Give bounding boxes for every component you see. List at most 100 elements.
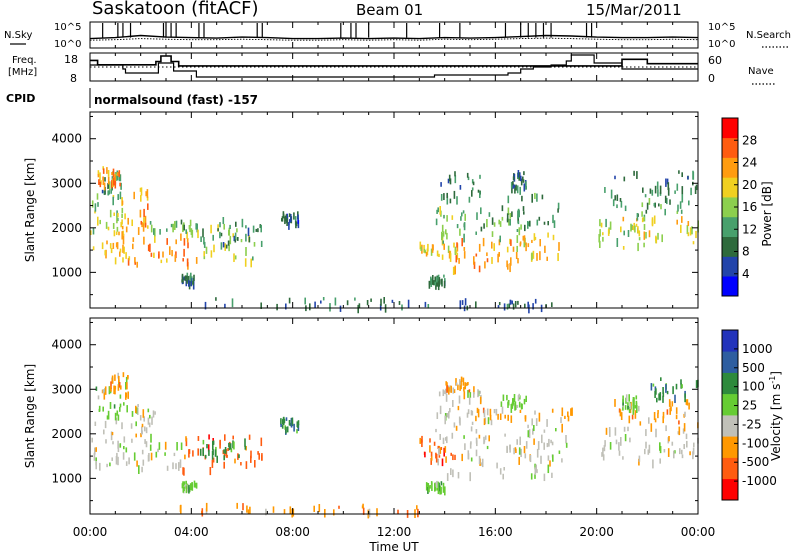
power-cell bbox=[441, 254, 444, 260]
power-cell bbox=[260, 224, 262, 233]
velocity-cell bbox=[652, 383, 655, 387]
power-cell bbox=[665, 178, 667, 187]
colorbar-swatch bbox=[722, 137, 738, 158]
velocity-cell bbox=[507, 414, 509, 421]
velocity-cell bbox=[250, 455, 252, 463]
power-cell bbox=[140, 220, 143, 225]
velocity-cell bbox=[121, 422, 123, 430]
colorbar-tick-label: 500 bbox=[742, 361, 765, 375]
power-cell bbox=[227, 240, 230, 246]
power-cell bbox=[452, 266, 455, 275]
power-cell bbox=[108, 190, 111, 195]
power-cell bbox=[99, 219, 101, 225]
velocity-cell bbox=[242, 503, 244, 511]
velocity-cell bbox=[659, 392, 662, 401]
power-cell bbox=[174, 221, 176, 230]
power-cell bbox=[524, 224, 526, 232]
velocity-cell bbox=[605, 427, 608, 435]
power-cell bbox=[687, 232, 690, 237]
velocity-cell bbox=[609, 429, 611, 437]
power-cell bbox=[471, 179, 474, 184]
power-cell bbox=[94, 210, 96, 214]
velocity-cell bbox=[536, 469, 538, 474]
velocity-label-tail: ] bbox=[769, 371, 783, 376]
velocity-cell bbox=[247, 509, 250, 515]
freq-series bbox=[90, 54, 698, 78]
velocity-cell bbox=[135, 433, 137, 438]
velocity-cell bbox=[561, 407, 564, 417]
power-cell bbox=[294, 216, 297, 225]
power-cell bbox=[479, 191, 481, 199]
power-cell bbox=[104, 177, 106, 182]
power-cell bbox=[630, 223, 632, 232]
power-cell bbox=[398, 301, 401, 305]
power-cell bbox=[498, 239, 501, 246]
velocity-cell bbox=[164, 452, 166, 456]
velocity-cell bbox=[429, 485, 431, 489]
velocity-cell bbox=[455, 425, 458, 431]
velocity-cell bbox=[529, 455, 532, 463]
power-cell bbox=[541, 194, 544, 200]
power-cell bbox=[448, 174, 451, 182]
velocity-cell bbox=[453, 389, 456, 393]
velocity-cell bbox=[488, 435, 490, 442]
velocity-cell bbox=[232, 435, 234, 440]
power-cell bbox=[641, 217, 644, 223]
power-cell bbox=[517, 258, 519, 264]
power-cell bbox=[107, 176, 110, 185]
velocity-cell bbox=[361, 505, 364, 509]
velocity-cell bbox=[117, 440, 119, 449]
power-cell bbox=[184, 275, 186, 281]
velocity-cell bbox=[620, 437, 622, 446]
power-cell bbox=[222, 242, 225, 248]
power-cell bbox=[455, 255, 458, 263]
ytick-label: 2000 bbox=[51, 221, 82, 235]
power-cell bbox=[99, 172, 101, 181]
power-cell bbox=[506, 246, 509, 253]
power-cell bbox=[116, 242, 119, 250]
colorbar-tick-label: -25 bbox=[742, 417, 762, 431]
velocity-cell bbox=[416, 505, 418, 510]
power-cell bbox=[536, 253, 538, 261]
power-cell bbox=[289, 219, 291, 223]
velocity-cell bbox=[442, 486, 445, 493]
velocity-cell bbox=[534, 467, 537, 476]
velocity-cell bbox=[152, 410, 155, 418]
power-cell bbox=[439, 206, 441, 215]
velocity-cell bbox=[102, 389, 105, 394]
power-cell bbox=[516, 245, 518, 253]
velocity-cell bbox=[197, 436, 200, 441]
velocity-cell bbox=[654, 418, 657, 423]
velocity-cell bbox=[622, 456, 624, 460]
velocity-cell bbox=[125, 447, 128, 453]
power-cell bbox=[97, 202, 99, 207]
velocity-cell bbox=[188, 449, 190, 458]
velocity-cell bbox=[662, 387, 664, 394]
power-cell bbox=[473, 261, 476, 269]
power-cell bbox=[107, 170, 110, 177]
power-cell bbox=[104, 250, 106, 256]
velocity-cell bbox=[550, 439, 552, 444]
velocity-cell bbox=[535, 464, 537, 472]
power-cell bbox=[680, 224, 682, 233]
power-cell bbox=[121, 213, 123, 219]
velocity-cell bbox=[519, 409, 522, 413]
ytick-label: 1000 bbox=[51, 265, 82, 279]
velocity-panel-frame bbox=[89, 317, 699, 515]
power-cell bbox=[125, 252, 127, 259]
velocity-cell bbox=[484, 435, 487, 440]
power-cell bbox=[431, 277, 434, 285]
velocity-cell bbox=[228, 442, 230, 447]
colorbar-tick-label: 16 bbox=[742, 200, 757, 214]
velocity-cell bbox=[442, 437, 445, 445]
velocity-cell bbox=[454, 454, 456, 461]
velocity-cell bbox=[682, 428, 685, 434]
velocity-cell bbox=[650, 383, 653, 391]
power-cell bbox=[110, 248, 113, 254]
power-cell bbox=[501, 205, 504, 212]
colorbar-tick-label: 25 bbox=[742, 399, 757, 413]
velocity-yaxis: 1000 2000 3000 4000 bbox=[51, 321, 698, 502]
velocity-cell bbox=[141, 426, 143, 435]
power-cell bbox=[475, 253, 478, 257]
velocity-cell bbox=[157, 448, 159, 453]
